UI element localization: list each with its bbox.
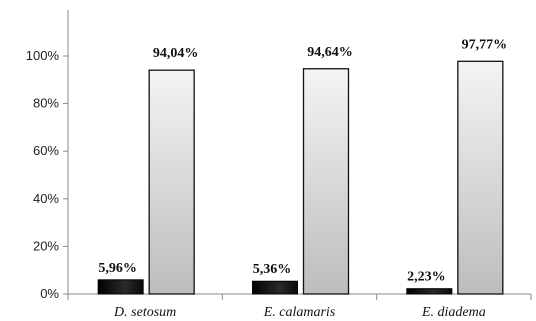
y-tick-label: 60% <box>33 143 59 158</box>
bar-dark <box>406 288 453 295</box>
bar-dark <box>252 280 298 295</box>
category-label: E. diadema <box>421 305 486 320</box>
data-label-dark: 5,96% <box>98 261 137 276</box>
y-tick-label: 0% <box>40 286 59 301</box>
data-label-dark: 2,23% <box>407 270 446 285</box>
data-label-light: 97,77% <box>462 37 508 52</box>
bar-light <box>457 60 504 295</box>
y-tick-label: 40% <box>33 191 59 206</box>
y-tick-label: 20% <box>33 238 59 253</box>
category-label: E. calamaris <box>263 305 336 320</box>
data-label-dark: 5,36% <box>253 262 292 277</box>
y-tick-label: 100% <box>26 48 60 63</box>
data-label-light: 94,04% <box>153 46 199 61</box>
y-tick-label: 80% <box>33 96 59 111</box>
data-label-light: 94,64% <box>307 45 353 60</box>
category-label: D. setosum <box>113 305 176 320</box>
bar-dark <box>97 279 144 295</box>
bar-light <box>148 69 195 295</box>
bar-light <box>302 68 350 295</box>
